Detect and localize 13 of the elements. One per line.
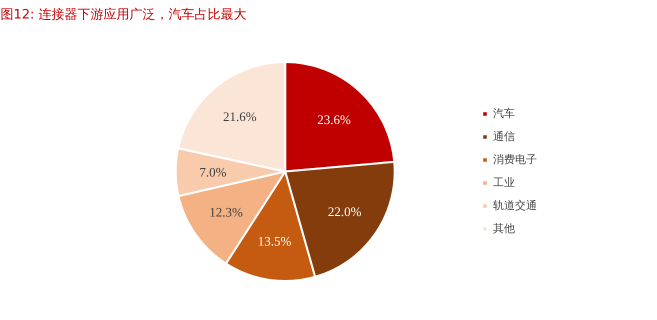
legend-label: 其他 (493, 221, 515, 236)
legend-label: 汽车 (493, 106, 515, 121)
data-label: 22.0% (328, 204, 362, 219)
legend-label: 消费电子 (493, 152, 537, 167)
data-label: 12.3% (209, 204, 244, 220)
legend-label: 工业 (493, 175, 515, 190)
legend-label: 轨道交通 (493, 198, 537, 213)
data-label: 21.6% (223, 109, 257, 124)
data-label: 23.6% (317, 112, 351, 128)
data-label: 13.5% (258, 234, 292, 249)
legend-label: 通信 (493, 129, 515, 144)
chart-title: 图12: 连接器下游应用广泛，汽车占比最大 (0, 6, 247, 22)
data-label: 7.0% (199, 164, 227, 180)
